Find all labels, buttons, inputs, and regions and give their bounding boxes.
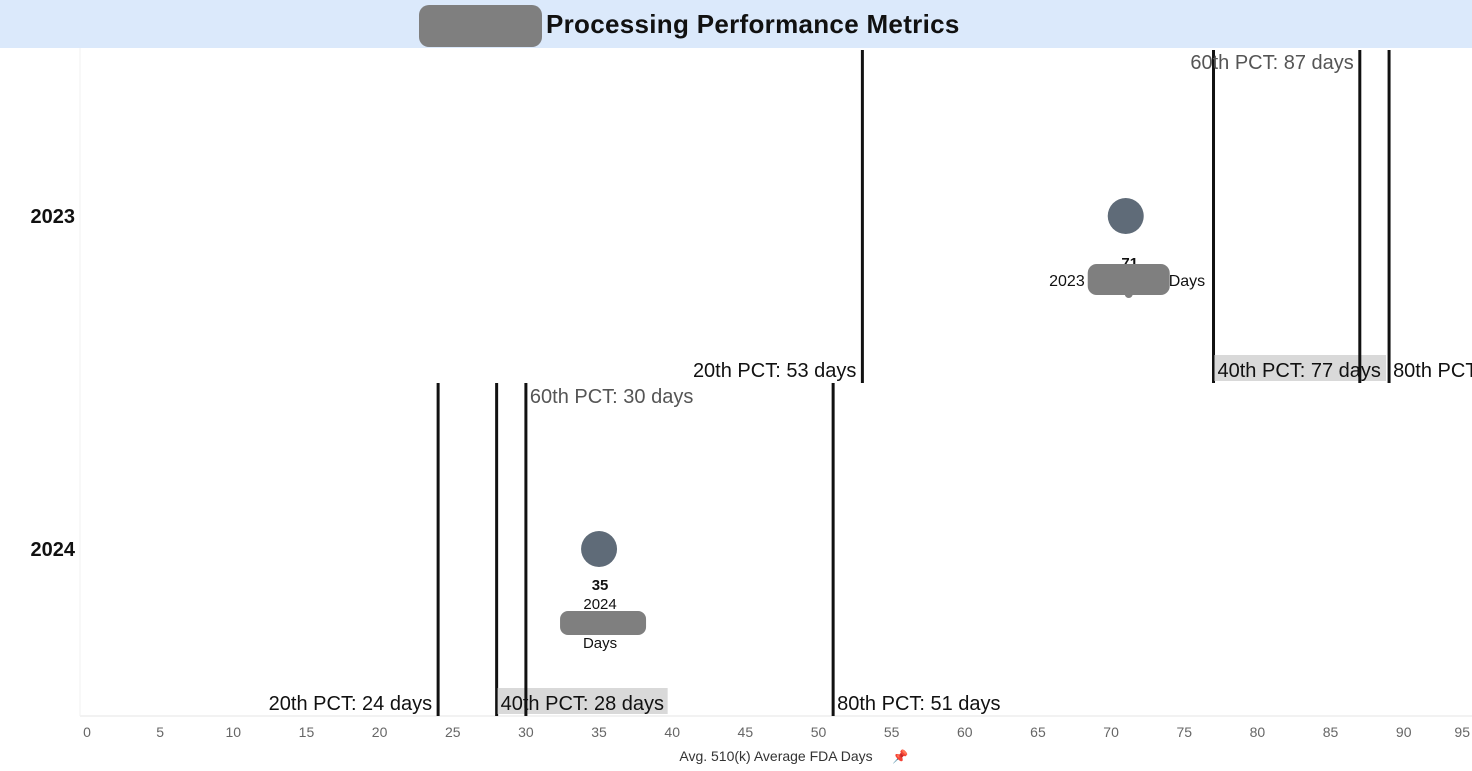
reference-label: 60th PCT: 30 days — [530, 386, 693, 408]
redacted-logo — [419, 5, 542, 47]
redacted-annotation — [1087, 264, 1170, 295]
reference-label: 20th PCT: 53 days — [693, 360, 856, 382]
x-tick-label: 70 — [1103, 724, 1119, 740]
reference-label: 20th PCT: 24 days — [269, 693, 432, 715]
chart-title: Processing Performance Metrics — [546, 9, 960, 39]
x-tick-label: 95 — [1454, 724, 1470, 740]
title-bar — [0, 0, 1472, 48]
value-label: 35 — [592, 577, 609, 594]
reference-label: 40th PCT: 77 days — [1218, 360, 1381, 382]
x-tick-label: 25 — [445, 724, 461, 740]
x-tick-label: 90 — [1396, 724, 1412, 740]
x-tick-label: 75 — [1176, 724, 1192, 740]
x-tick-label: 30 — [518, 724, 534, 740]
x-tick-label: 55 — [884, 724, 900, 740]
x-tick-label: 20 — [372, 724, 388, 740]
x-tick-label: 10 — [226, 724, 242, 740]
pin-icon: 📌 — [892, 748, 908, 765]
x-tick-label: 50 — [811, 724, 827, 740]
reference-label: 60th PCT: 87 days — [1190, 52, 1353, 74]
reference-label-highlight — [1214, 355, 1387, 381]
x-tick-label: 80 — [1250, 724, 1266, 740]
x-tick-label: 5 — [156, 724, 164, 740]
unit-label: Days — [1169, 273, 1205, 290]
data-point — [1107, 198, 1144, 234]
x-tick-label: 35 — [591, 724, 607, 740]
x-tick-label: 65 — [1030, 724, 1046, 740]
redacted-annotation — [1124, 290, 1133, 298]
x-tick-label: 85 — [1323, 724, 1339, 740]
detail-label: 2024 — [583, 596, 616, 613]
x-tick-label: 40 — [664, 724, 680, 740]
unit-label: Days — [583, 635, 617, 652]
reference-label: 80th PCT — [1393, 360, 1472, 382]
data-point — [581, 531, 618, 567]
reference-label: 80th PCT: 51 days — [837, 693, 1000, 715]
redacted-annotation — [560, 611, 647, 635]
x-tick-label: 45 — [738, 724, 754, 740]
reference-label: 40th PCT: 28 days — [501, 693, 664, 715]
x-tick-label: 60 — [957, 724, 973, 740]
x-axis-label: Avg. 510(k) Average FDA Days — [679, 748, 872, 764]
row-label: 2023 — [31, 206, 76, 228]
x-tick-label: 15 — [299, 724, 315, 740]
row-label: 2024 — [31, 539, 76, 561]
x-tick-label: 0 — [83, 724, 91, 740]
detail-label: 2023 — [1049, 273, 1085, 290]
